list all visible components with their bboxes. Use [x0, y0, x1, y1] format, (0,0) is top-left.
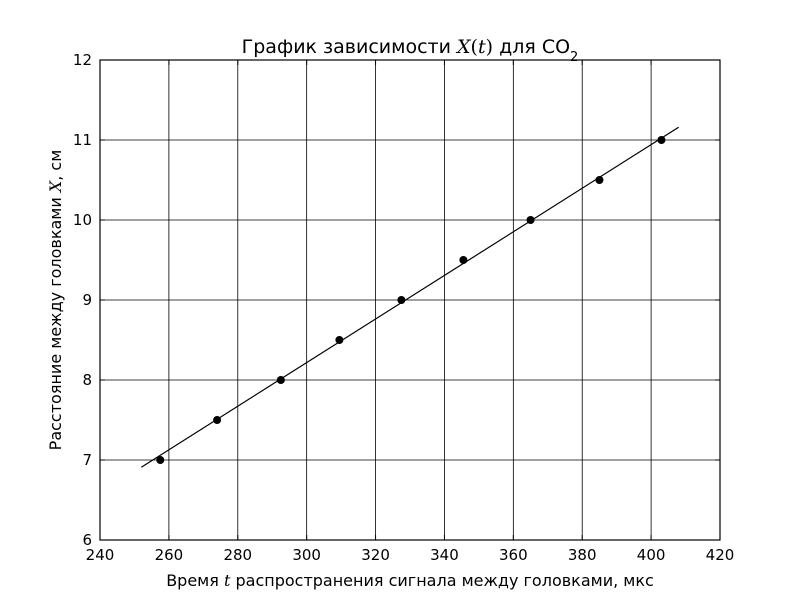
y-tick-label: 11: [73, 131, 92, 149]
data-point: [526, 216, 535, 224]
x-tick-label: 320: [361, 546, 390, 564]
y-tick-label: 12: [73, 51, 92, 69]
y-tick-label: 7: [82, 451, 92, 469]
y-tick-label: 9: [82, 291, 92, 309]
chart-title: График зависимости X(t) для CO2: [242, 36, 579, 65]
y-tick-label: 8: [82, 371, 92, 389]
x-ticks: 240 260 280 300 320 340 360 380 400 420: [86, 60, 735, 564]
data-point: [397, 296, 406, 304]
fit-line-group: [141, 126, 679, 468]
x-tick-label: 420: [706, 546, 735, 564]
data-point: [595, 176, 604, 184]
x-tick-label: 340: [430, 546, 459, 564]
x-tick-label: 360: [499, 546, 528, 564]
x-tick-label: 280: [223, 546, 252, 564]
data-point: [335, 336, 344, 344]
x-tick-label: 240: [86, 546, 115, 564]
y-axis-label: Расстояние между головками X, см: [46, 150, 65, 451]
plot-frame: [99, 59, 721, 541]
fit-line: [141, 126, 679, 468]
grid: [99, 59, 721, 541]
data-point: [657, 136, 666, 144]
data-points: [156, 136, 666, 464]
x-tick-label: 400: [637, 546, 666, 564]
y-tick-label: 10: [73, 211, 92, 229]
y-tick-label: 6: [82, 531, 92, 549]
data-point: [156, 456, 165, 464]
data-point: [213, 416, 222, 424]
data-point: [459, 256, 468, 264]
x-axis-label: Время t распространения сигнала между го…: [166, 571, 654, 590]
data-point: [276, 376, 285, 384]
x-tick-label: 260: [155, 546, 184, 564]
x-tick-label: 380: [568, 546, 597, 564]
x-tick-label: 300: [292, 546, 321, 564]
